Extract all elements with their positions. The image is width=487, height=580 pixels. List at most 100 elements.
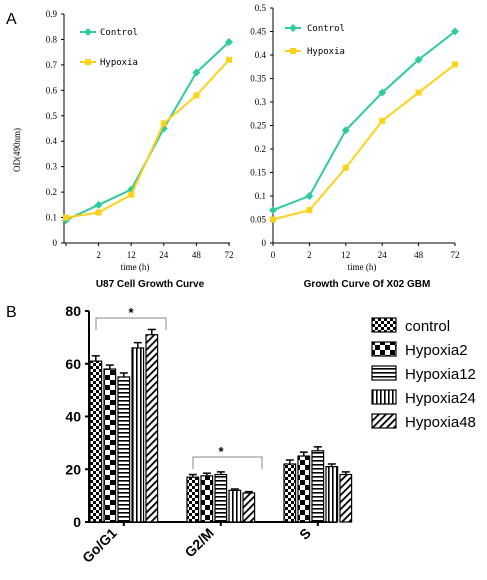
significance-bracket-g1: * bbox=[95, 305, 167, 330]
legend-swatch-hypoxia2 bbox=[371, 341, 397, 357]
bar-control bbox=[283, 463, 297, 523]
y-tick-label: 0.3 bbox=[255, 97, 267, 107]
series-line-control bbox=[65, 41, 230, 222]
x-tick-label: 72 bbox=[225, 250, 234, 260]
y-tick-label: 0.2 bbox=[46, 187, 57, 197]
y-tick-label: 0 bbox=[262, 238, 267, 248]
x-tick-label: 24 bbox=[159, 250, 169, 260]
y-tick-label: 0.8 bbox=[46, 34, 58, 44]
legend-label-control: control bbox=[405, 318, 450, 335]
data-point-hypoxia bbox=[415, 89, 422, 96]
chart-x02-series bbox=[269, 27, 459, 223]
significance-star-g2m: * bbox=[218, 444, 224, 459]
y-tick-label: 0.15 bbox=[250, 168, 266, 178]
data-point-hypoxia bbox=[226, 56, 232, 63]
chart-cell-cycle: 0 20 40 60 80 Go/G1 G2/M S * * control Hypoxia2… bbox=[65, 303, 475, 566]
bar-hypoxia2 bbox=[200, 475, 214, 523]
data-point-control bbox=[341, 126, 350, 135]
y-tick-label: 0.5 bbox=[46, 111, 58, 121]
chart-cell-cycle-y-ticks: 0 20 40 60 80 bbox=[65, 303, 89, 530]
legend-swatch-hypoxia24 bbox=[371, 389, 397, 405]
y-tick-label: 0.7 bbox=[46, 60, 58, 70]
data-point-hypoxia bbox=[128, 191, 135, 198]
legend-label-hypoxia2: Hypoxia2 bbox=[405, 342, 468, 359]
chart-u87-legend-hypoxia: Hypoxia bbox=[100, 58, 138, 68]
x-tick-label: G2/M bbox=[181, 525, 217, 561]
x-tick-label: 0 bbox=[271, 250, 276, 260]
data-point-control bbox=[451, 27, 459, 36]
x-tick-label: 48 bbox=[414, 250, 424, 260]
x-tick-label: S bbox=[296, 525, 314, 543]
chart-u87-ylabel: OD(490nm) bbox=[12, 128, 22, 172]
y-tick-label: 0.1 bbox=[255, 191, 266, 201]
y-tick-label: 0.5 bbox=[255, 3, 267, 13]
chart-u87-series bbox=[62, 37, 233, 225]
bar-hypoxia24 bbox=[131, 347, 145, 523]
data-point-control bbox=[269, 206, 277, 215]
chart-u87-y-ticks: 0 0.1 0.2 0.3 0.4 0.5 0.6 0.7 0.8 0.9 bbox=[46, 9, 64, 248]
chart-x02-axes bbox=[272, 8, 455, 244]
data-point-hypoxia bbox=[270, 216, 276, 223]
y-tick-label: 0.1 bbox=[46, 213, 57, 223]
y-tick-label: 0.4 bbox=[46, 136, 58, 146]
y-tick-label: 0.35 bbox=[250, 74, 266, 84]
data-point-control bbox=[225, 37, 233, 46]
chart-u87-legend-control: Control bbox=[100, 28, 138, 38]
series-line-hypoxia bbox=[272, 63, 456, 221]
legend-label-hypoxia12: Hypoxia12 bbox=[405, 366, 476, 383]
y-tick-label: 0.6 bbox=[46, 85, 58, 95]
bar-hypoxia24 bbox=[228, 489, 242, 523]
bar-hypoxia12 bbox=[117, 376, 131, 523]
y-tick-label: 20 bbox=[65, 461, 81, 477]
chart-cell-cycle-x-ticks: Go/G1 G2/M S bbox=[79, 522, 319, 566]
y-tick-label: 0 bbox=[73, 514, 81, 530]
data-point-control bbox=[94, 200, 103, 209]
chart-x02-y-ticks: 0 0.05 0.1 0.15 0.2 0.25 0.3 0.35 0.4 0.45 0.5 bbox=[250, 3, 273, 248]
panel-label-b: B bbox=[6, 304, 17, 321]
legend-swatch-hypoxia48 bbox=[371, 413, 397, 429]
bar-hypoxia48 bbox=[339, 473, 353, 523]
chart-x02-legend-control: Control bbox=[307, 24, 345, 34]
chart-cell-cycle-bars bbox=[89, 328, 353, 523]
y-tick-label: 0.4 bbox=[255, 50, 267, 60]
legend-label-hypoxia48: Hypoxia48 bbox=[405, 414, 476, 431]
chart-u87-axes bbox=[63, 14, 230, 244]
data-point-hypoxia bbox=[342, 164, 349, 171]
significance-bracket-g2m: * bbox=[192, 444, 263, 469]
legend-swatch-control bbox=[371, 317, 397, 333]
x-tick-label: 2 bbox=[307, 250, 312, 260]
bar-hypoxia12 bbox=[311, 450, 325, 523]
x-tick-label: Go/G1 bbox=[79, 525, 120, 566]
x-tick-label: 72 bbox=[451, 250, 460, 260]
bar-control bbox=[186, 476, 200, 523]
chart-x02-x-ticks: 0 2 12 24 48 72 bbox=[271, 243, 460, 260]
y-tick-label: 0 bbox=[53, 238, 58, 248]
data-point-hypoxia bbox=[193, 92, 200, 99]
series-line-control bbox=[272, 30, 456, 212]
bar-hypoxia24 bbox=[325, 466, 339, 523]
y-tick-label: 80 bbox=[65, 303, 81, 319]
y-tick-label: 0.9 bbox=[46, 9, 58, 19]
y-tick-label: 0.3 bbox=[46, 162, 58, 172]
data-point-hypoxia bbox=[160, 120, 167, 127]
chart-x02-title: Growth Curve Of X02 GBM bbox=[304, 279, 431, 290]
chart-u87-legend: Control Hypoxia bbox=[80, 28, 138, 68]
significance-star-g1: * bbox=[128, 305, 134, 320]
chart-x02-legend: Control Hypoxia bbox=[285, 24, 345, 57]
y-tick-label: 40 bbox=[65, 409, 81, 425]
bar-hypoxia48 bbox=[242, 492, 256, 523]
chart-u87-x-ticks: 2 12 24 48 72 bbox=[65, 243, 234, 260]
x-tick-label: 2 bbox=[96, 250, 101, 260]
bar-control bbox=[89, 360, 103, 523]
chart-cell-cycle-legend: control Hypoxia2 Hypoxia12 Hypoxia24 Hypoxia… bbox=[371, 317, 476, 431]
chart-u87-xlabel: time (h) bbox=[121, 262, 150, 272]
bar-hypoxia48 bbox=[145, 334, 159, 523]
data-point-hypoxia bbox=[95, 209, 102, 216]
chart-u87-title: U87 Cell Growth Curve bbox=[96, 279, 205, 290]
chart-u87: 0 0.1 0.2 0.3 0.4 0.5 0.6 0.7 0.8 0.9 2 12 24 48 72 O… bbox=[12, 9, 234, 290]
y-tick-label: 0.2 bbox=[255, 144, 266, 154]
bar-hypoxia2 bbox=[103, 368, 117, 523]
data-point-hypoxia bbox=[452, 61, 458, 68]
data-point-control bbox=[305, 192, 314, 200]
